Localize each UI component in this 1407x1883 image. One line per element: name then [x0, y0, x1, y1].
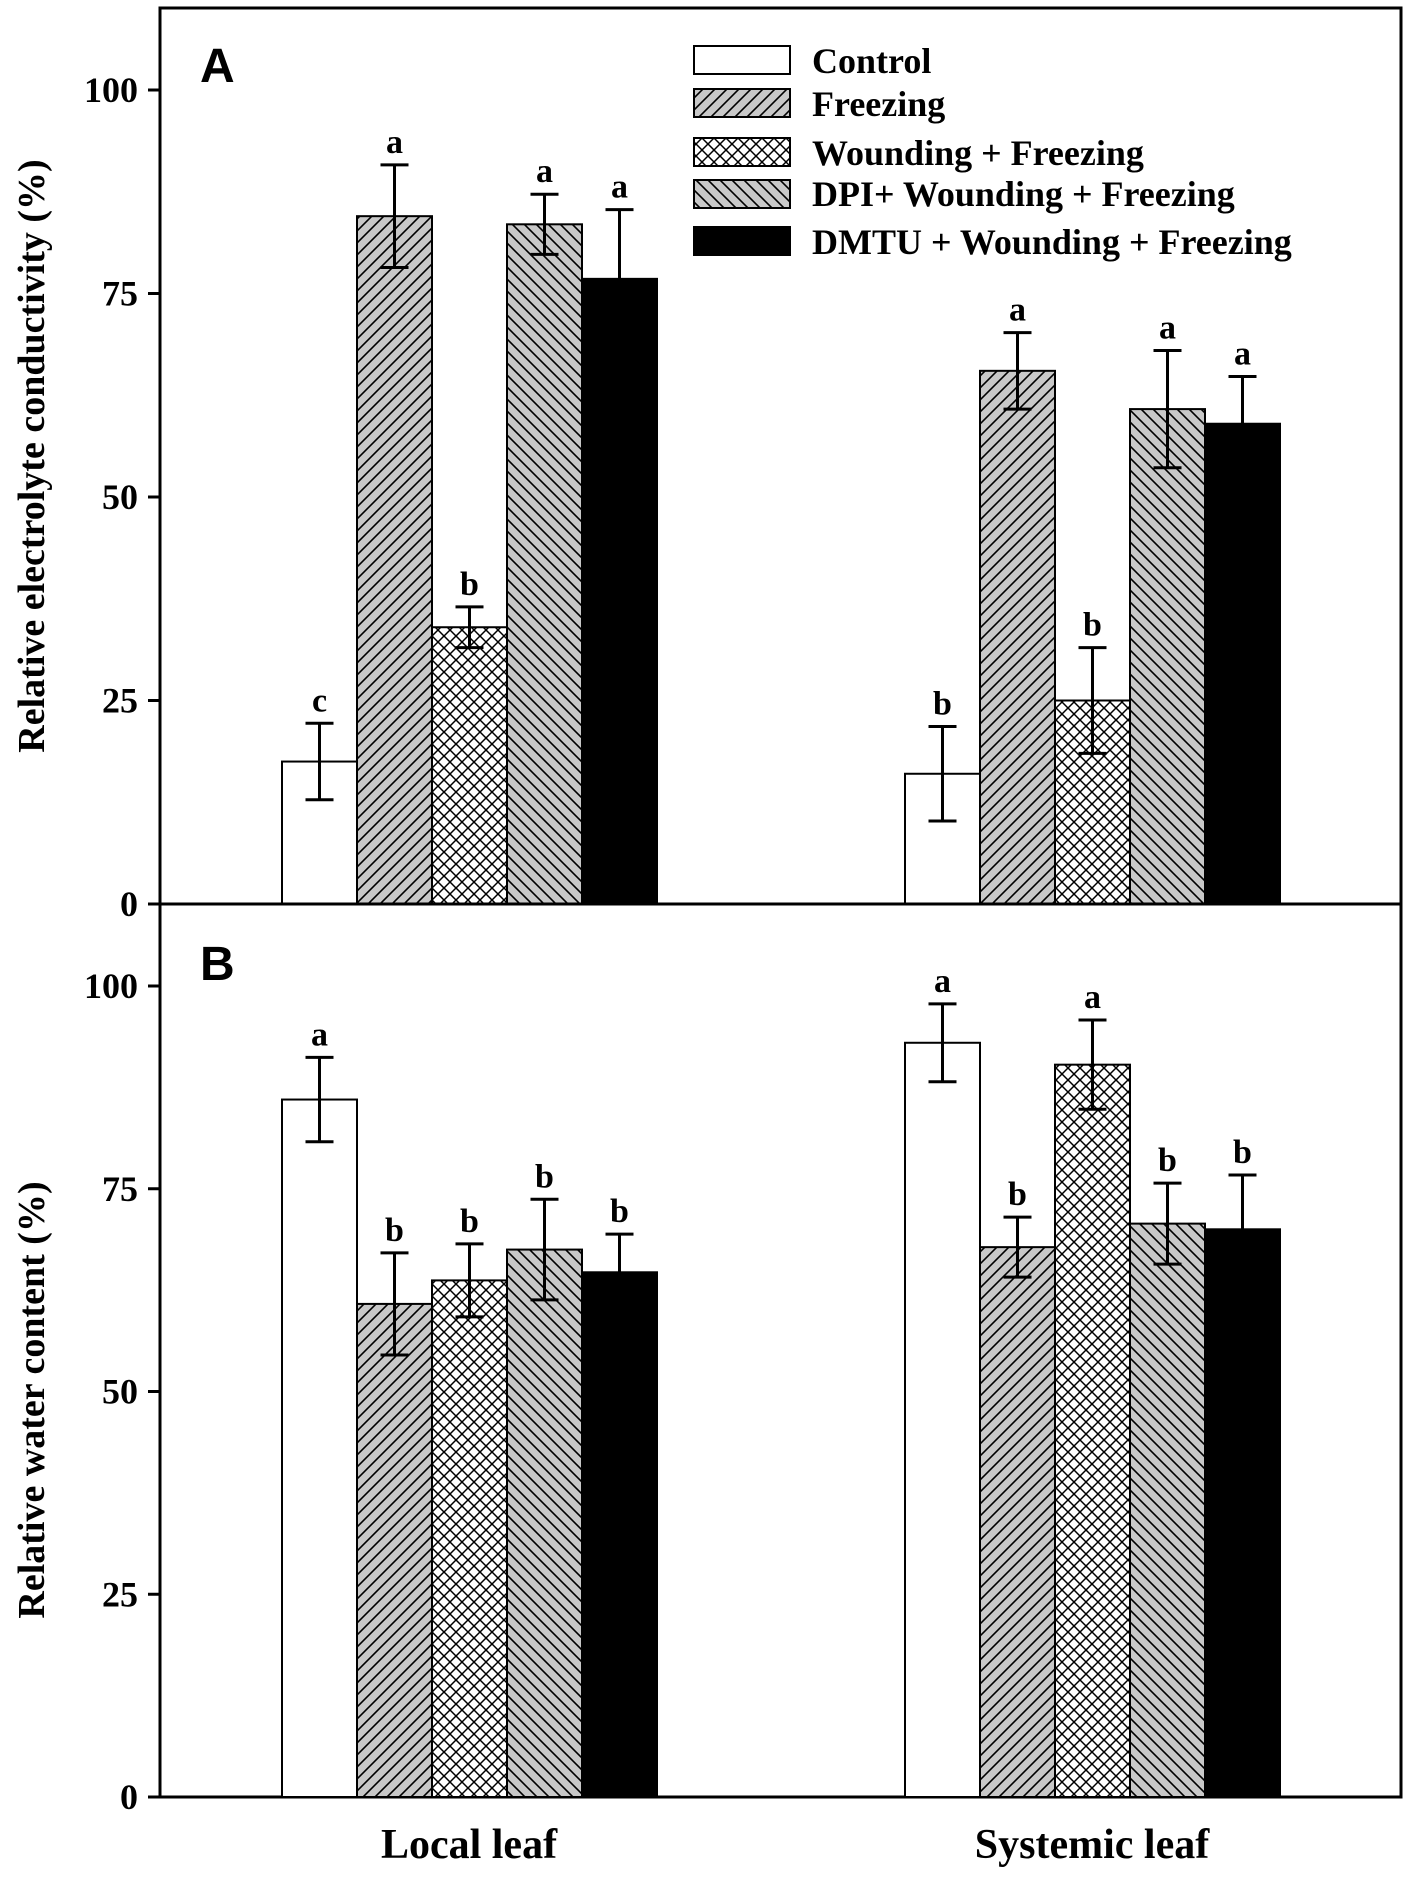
panel-b-tick-label-100: 100: [84, 966, 138, 1006]
legend-entry-dpi: DPI+ Wounding + Freezing: [693, 174, 1235, 214]
panel-a-sig-label-systemic-leaf-control: b: [933, 686, 952, 723]
panel-b-y-axis: 0 25 50 75 100: [84, 966, 160, 1817]
panel-a-bar-local-leaf-freezing: [356, 215, 433, 906]
panel-a-sig-label-local-leaf-dpi-wounding-freezing: a: [536, 153, 553, 190]
panel-a-bar-systemic-leaf-dmtu-wounding-freezing: [1204, 422, 1281, 905]
legend-entry-dmtu: DMTU + Wounding + Freezing: [693, 222, 1292, 262]
panel-a-tick-label-75: 75: [102, 274, 138, 314]
legend-swatch-freezing: [693, 88, 791, 118]
panel-a-tick-label-100: 100: [84, 70, 138, 110]
panel-b-sig-label-systemic-leaf-wounding-freezing: a: [1084, 979, 1101, 1016]
legend-label-freezing: Freezing: [812, 84, 945, 124]
panel-a-sig-label-local-leaf-freezing: a: [386, 124, 403, 161]
panel-b-tick-label-50: 50: [102, 1372, 138, 1412]
legend-label-wounding-freezing: Wounding + Freezing: [812, 133, 1144, 173]
panel-a-y-axis-title: Relative electrolyte conductivity (%): [11, 159, 53, 752]
panel-b-bar-local-leaf-freezing: [356, 1302, 433, 1798]
panel-b-bar-local-leaf-dpi-wounding-freezing: [506, 1248, 583, 1798]
panel-b-bar-local-leaf-dmtu-wounding-freezing: [581, 1271, 658, 1798]
legend-swatch-dmtu: [693, 226, 791, 256]
panel-b-sig-label-systemic-leaf-control: a: [934, 963, 951, 1000]
panel-b-sig-label-systemic-leaf-freezing: b: [1008, 1176, 1027, 1213]
panel-b-bars: a a b b b a b b b b: [281, 963, 1281, 1799]
panel-a-bar-local-leaf-wounding-freezing: [431, 626, 508, 905]
panel-b-letter: B: [200, 938, 235, 991]
legend-swatch-dpi: [693, 179, 791, 209]
legend-entry-control: Control: [693, 41, 931, 81]
panel-b-bar-local-leaf-wounding-freezing: [431, 1279, 508, 1798]
panel-b-bar-systemic-leaf-control: [904, 1041, 981, 1798]
panel-a-bar-systemic-leaf-dpi-wounding-freezing: [1129, 408, 1206, 905]
category-label-systemic-leaf: Systemic leaf: [975, 1822, 1210, 1868]
panel-b-bar-local-leaf-control: [281, 1098, 358, 1799]
panel-b-frame: [158, 902, 1403, 1799]
panel-a-tick-label-25: 25: [102, 681, 138, 721]
panel-b-sig-label-local-leaf-freezing: b: [385, 1212, 404, 1249]
panel-a-sig-label-local-leaf-dmtu-wounding-freezing: a: [611, 169, 628, 206]
legend-entry-wounding-freezing: Wounding + Freezing: [693, 133, 1144, 173]
panel-b-sig-label-local-leaf-wounding-freezing: b: [460, 1203, 479, 1240]
legend-label-control: Control: [812, 41, 931, 81]
panel-a-sig-label-systemic-leaf-freezing: a: [1009, 292, 1026, 329]
panel-b-sig-label-systemic-leaf-dpi-wounding-freezing: b: [1158, 1142, 1177, 1179]
legend: Control Freezing Wounding + Freezing DPI…: [693, 41, 1292, 262]
panel-a-bars: c b a a b b a a a a: [281, 124, 1281, 906]
legend-swatch-wounding-freezing: [693, 137, 791, 167]
panel-b-tick-label-25: 25: [102, 1574, 138, 1614]
category-label-local-leaf: Local leaf: [381, 1822, 558, 1868]
panel-a-bar-local-leaf-dmtu-wounding-freezing: [581, 277, 658, 905]
panel-b-sig-label-local-leaf-dmtu-wounding-freezing: b: [610, 1193, 629, 1230]
panel-a: A Relative electrolyte conductivity (%) …: [11, 6, 1403, 924]
panel-a-bar-local-leaf-dpi-wounding-freezing: [506, 223, 583, 905]
panel-a-tick-label-50: 50: [102, 477, 138, 517]
legend-label-dpi: DPI+ Wounding + Freezing: [812, 174, 1235, 214]
panel-a-sig-label-systemic-leaf-wounding-freezing: b: [1083, 607, 1102, 644]
panel-b-bar-systemic-leaf-dpi-wounding-freezing: [1129, 1222, 1206, 1799]
panel-b-bar-systemic-leaf-wounding-freezing: [1054, 1063, 1131, 1798]
panel-a-sig-label-systemic-leaf-dpi-wounding-freezing: a: [1159, 309, 1176, 346]
panel-a-sig-label-local-leaf-wounding-freezing: b: [460, 566, 479, 603]
panel-a-sig-label-local-leaf-control: c: [312, 682, 327, 719]
panel-a-bar-systemic-leaf-freezing: [979, 369, 1056, 905]
panel-a-sig-label-systemic-leaf-dmtu-wounding-freezing: a: [1234, 336, 1251, 373]
legend-swatch-control: [693, 45, 791, 75]
panel-a-letter: A: [200, 40, 235, 93]
panel-b-sig-label-systemic-leaf-dmtu-wounding-freezing: b: [1233, 1134, 1252, 1171]
panel-a-y-axis: 0 25 50 75 100: [84, 70, 160, 924]
panel-b-sig-label-local-leaf-dpi-wounding-freezing: b: [535, 1158, 554, 1195]
panel-a-tick-label-0: 0: [120, 884, 138, 924]
panel-b-sig-label-local-leaf-control: a: [311, 1016, 328, 1053]
panel-b-bar-systemic-leaf-freezing: [979, 1246, 1056, 1798]
panel-b: B Relative water content (%) 0255075100 …: [11, 902, 1403, 1817]
panel-b-bar-systemic-leaf-dmtu-wounding-freezing: [1204, 1228, 1281, 1799]
legend-label-dmtu: DMTU + Wounding + Freezing: [812, 222, 1292, 262]
panel-b-tick-label-75: 75: [102, 1169, 138, 1209]
legend-entry-freezing: Freezing: [693, 84, 945, 124]
panel-b-y-axis-title: Relative water content (%): [11, 1181, 53, 1618]
panel-b-tick-label-0: 0: [120, 1777, 138, 1817]
